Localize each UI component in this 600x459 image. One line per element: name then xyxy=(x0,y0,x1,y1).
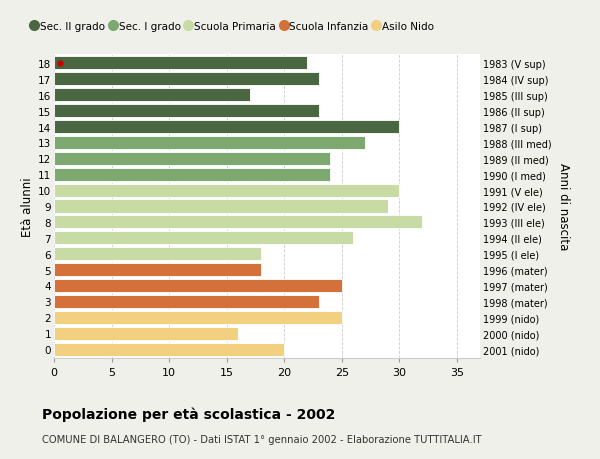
Bar xyxy=(54,343,284,356)
Bar xyxy=(54,232,353,245)
Bar xyxy=(54,57,307,70)
Y-axis label: Anni di nascita: Anni di nascita xyxy=(557,163,570,250)
Text: Popolazione per età scolastica - 2002: Popolazione per età scolastica - 2002 xyxy=(42,406,335,421)
Bar xyxy=(54,152,331,166)
Bar xyxy=(54,327,238,340)
Bar xyxy=(54,295,319,308)
Bar xyxy=(54,168,331,181)
Bar xyxy=(54,216,422,229)
Bar xyxy=(54,263,261,276)
Bar xyxy=(54,89,250,102)
Bar xyxy=(54,311,342,324)
Bar xyxy=(54,73,319,86)
Bar xyxy=(54,137,365,150)
Bar xyxy=(54,121,400,134)
Y-axis label: Età alunni: Età alunni xyxy=(21,177,34,236)
Text: COMUNE DI BALANGERO (TO) - Dati ISTAT 1° gennaio 2002 - Elaborazione TUTTITALIA.: COMUNE DI BALANGERO (TO) - Dati ISTAT 1°… xyxy=(42,434,482,444)
Bar xyxy=(54,280,342,292)
Bar xyxy=(54,200,388,213)
Legend: Sec. II grado, Sec. I grado, Scuola Primaria, Scuola Infanzia, Asilo Nido: Sec. II grado, Sec. I grado, Scuola Prim… xyxy=(28,18,439,36)
Bar xyxy=(54,247,261,261)
Bar xyxy=(54,184,400,197)
Bar xyxy=(54,105,319,118)
